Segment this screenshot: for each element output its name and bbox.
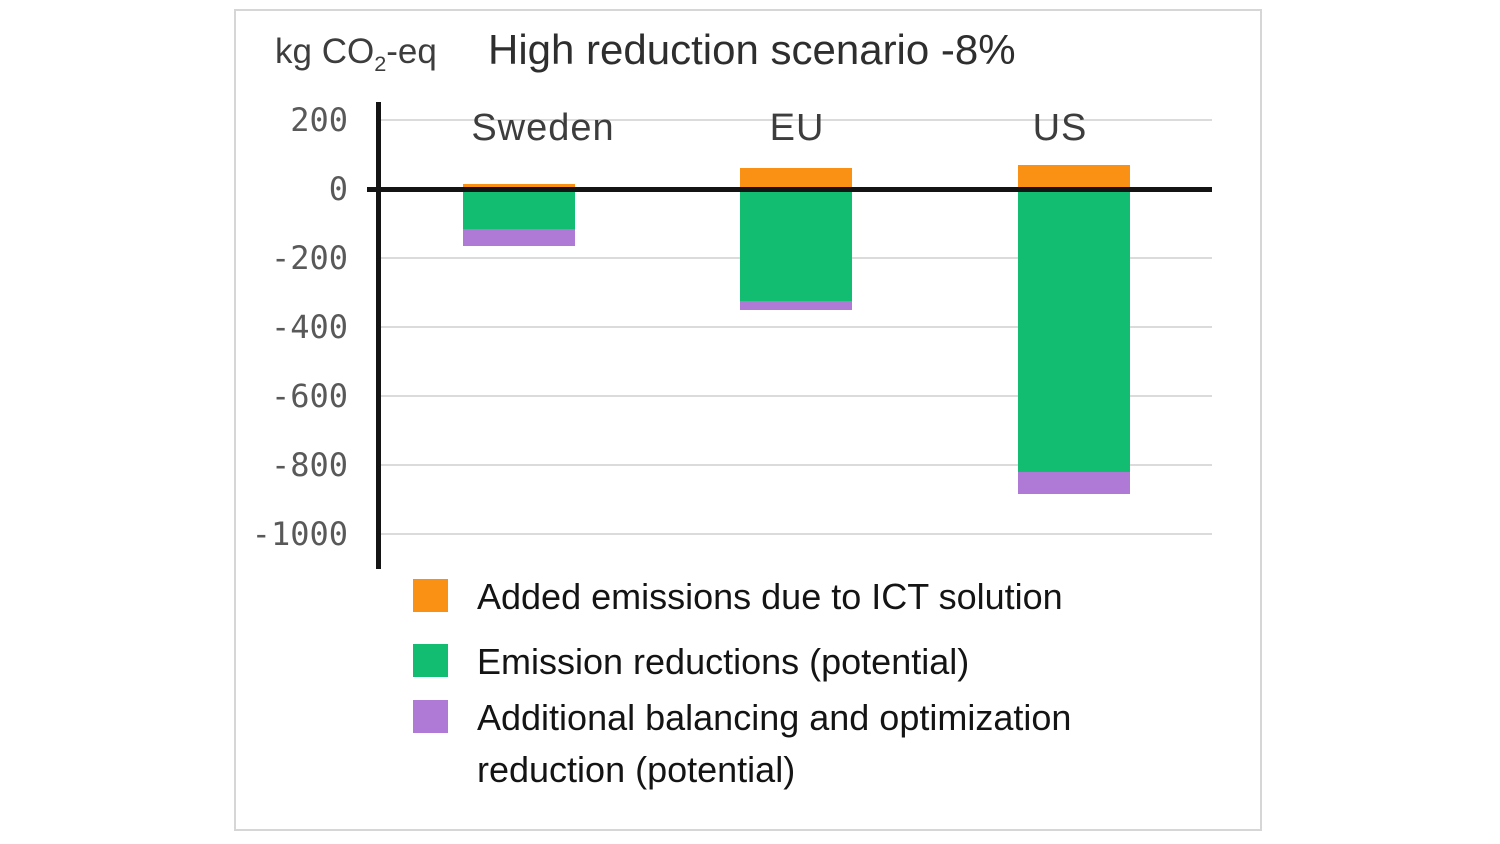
y-tick-label: -600: [270, 377, 348, 415]
category-label-eu: EU: [769, 107, 825, 149]
chart-title: High reduction scenario -8%: [488, 26, 1016, 73]
y-tick-label: -400: [270, 308, 348, 346]
legend-label-3: Additional balancing and optimization re…: [477, 697, 1072, 790]
category-label-sweden: Sweden: [471, 107, 615, 149]
y-tick-label: 200: [290, 101, 348, 139]
y-tick-label: -800: [270, 446, 348, 484]
legend-swatch-3: [413, 700, 448, 733]
bar-eu-emission-reductions: [740, 189, 852, 302]
gridline: [378, 326, 1212, 328]
legend-swatch-1: [413, 579, 448, 612]
y-tick-label: -200: [270, 239, 348, 277]
y-tick-label: 0: [328, 170, 348, 208]
unit-prefix: kg CO: [275, 32, 375, 71]
bar-us-balancing-reduction: [1018, 471, 1130, 495]
unit-suffix: -eq: [386, 32, 437, 71]
bar-us-added-emissions: [1018, 164, 1130, 189]
bar-sweden-added-emissions: [463, 183, 575, 189]
legend-swatch-2: [413, 644, 448, 677]
y-axis-unit-label: kg CO2-eq: [275, 32, 437, 77]
gridline: [378, 533, 1212, 535]
bar-us-emission-reductions: [1018, 189, 1130, 472]
bar-eu-balancing-reduction: [740, 301, 852, 310]
zero-baseline: [367, 187, 1212, 192]
y-axis-line: [376, 102, 381, 569]
category-label-us: US: [1032, 107, 1088, 149]
bar-sweden-emission-reductions: [463, 189, 575, 229]
bar-sweden-balancing-reduction: [463, 228, 575, 246]
bar-eu-added-emissions: [740, 168, 852, 189]
gridline: [378, 395, 1212, 397]
legend-label-2: Emission reductions (potential): [477, 641, 970, 682]
gridline: [378, 119, 1212, 121]
y-tick-label: -1000: [251, 515, 348, 553]
unit-subscript: 2: [374, 51, 387, 76]
gridline: [378, 464, 1212, 466]
legend-label-1: Added emissions due to ICT solution: [477, 576, 1063, 617]
